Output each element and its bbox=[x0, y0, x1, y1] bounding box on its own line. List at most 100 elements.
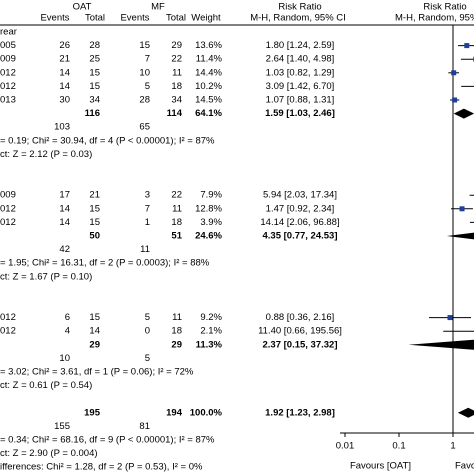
study-name: 005 bbox=[0, 40, 16, 51]
column-header: M-H, Random, 95% CI bbox=[395, 13, 474, 24]
column-header: Total bbox=[166, 13, 186, 24]
diamond bbox=[408, 339, 474, 350]
cell-weight: 3.9% bbox=[200, 217, 222, 228]
study-name: 012 bbox=[0, 217, 16, 228]
cell-t1: 15 bbox=[89, 81, 100, 92]
cell-t2: 22 bbox=[171, 190, 182, 201]
point bbox=[451, 70, 457, 76]
cell-e1: 42 bbox=[59, 244, 70, 255]
cell-ci: 2.37 [0.15, 37.32] bbox=[263, 339, 338, 350]
cell-e1: 10 bbox=[59, 353, 70, 364]
cell-t1: 29 bbox=[89, 339, 100, 350]
cell-e2: 81 bbox=[139, 421, 150, 432]
cell-t1: 195 bbox=[84, 407, 101, 418]
cell-t1: 34 bbox=[89, 95, 100, 106]
cell-ci: 11.40 [0.66, 195.56] bbox=[258, 326, 342, 337]
cell-e1: 17 bbox=[59, 190, 70, 201]
overall-effect: ct: Z = 2.90 (P = 0.004) bbox=[0, 448, 98, 459]
cell-t2: 29 bbox=[171, 339, 182, 350]
cell-e1: 30 bbox=[59, 95, 70, 106]
cell-e2: 15 bbox=[139, 40, 150, 51]
cell-weight: 7.9% bbox=[200, 190, 222, 201]
cell-t2: 22 bbox=[171, 54, 182, 65]
heterogeneity: = 3.02; Chi² = 3.61, df = 1 (P = 0.06); … bbox=[0, 367, 194, 378]
column-header: Total bbox=[85, 13, 105, 24]
group-label: rear bbox=[0, 27, 17, 38]
cell-e2: 5 bbox=[145, 353, 150, 364]
cell-weight: 100.0% bbox=[190, 407, 223, 418]
cell-t1: 15 bbox=[89, 217, 100, 228]
point bbox=[464, 43, 470, 49]
study-name: 012 bbox=[0, 326, 16, 337]
cell-e2: 0 bbox=[145, 326, 150, 337]
cell-e1: 14 bbox=[59, 67, 70, 78]
cell-e2: 65 bbox=[139, 122, 150, 133]
cell-e2: 5 bbox=[145, 81, 150, 92]
rr-header: Risk Ratio bbox=[423, 2, 466, 13]
cell-e2: 7 bbox=[145, 54, 150, 65]
cell-t1: 14 bbox=[89, 326, 100, 337]
cell-weight: 11.4% bbox=[196, 54, 223, 65]
cell-weight: 13.6% bbox=[195, 40, 222, 51]
cell-weight: 10.2% bbox=[195, 81, 222, 92]
cell-weight: 11.3% bbox=[196, 339, 223, 350]
cell-t1: 28 bbox=[89, 40, 100, 51]
favours-left: Favours [OAT] bbox=[350, 461, 411, 472]
cell-ci: 5.94 [2.03, 17.34] bbox=[263, 190, 337, 201]
cell-e1: 14 bbox=[59, 203, 70, 214]
subgroup-differences: ifferences: Chi² = 1.28, df = 2 (P = 0.5… bbox=[0, 462, 203, 473]
study-name: 012 bbox=[0, 81, 16, 92]
study-name: 012 bbox=[0, 312, 16, 323]
cell-ci: 1.47 [0.92, 2.34] bbox=[266, 203, 335, 214]
diamond bbox=[446, 232, 474, 240]
cell-weight: 64.1% bbox=[195, 108, 222, 119]
cell-e1: 26 bbox=[59, 40, 70, 51]
cell-ci: 1.80 [1.24, 2.59] bbox=[266, 40, 335, 51]
cell-ci: 3.09 [1.42, 6.70] bbox=[266, 81, 335, 92]
cell-e1: 14 bbox=[59, 217, 70, 228]
rr-header: Risk Ratio bbox=[278, 2, 321, 13]
cell-ci: 0.88 [0.36, 2.16] bbox=[266, 312, 335, 323]
overall-effect: ct: Z = 1.67 (P = 0.10) bbox=[0, 271, 92, 282]
cell-t2: 51 bbox=[171, 231, 182, 242]
cell-weight: 14.5% bbox=[195, 95, 222, 106]
cell-e1: 103 bbox=[54, 122, 70, 133]
column-header: Events bbox=[40, 13, 69, 24]
cell-t2: 11 bbox=[172, 203, 182, 214]
study-name: 013 bbox=[0, 95, 16, 106]
point bbox=[459, 206, 465, 212]
cell-t2: 194 bbox=[166, 407, 183, 418]
diamond bbox=[457, 407, 474, 418]
study-name: 009 bbox=[0, 54, 16, 65]
column-header: Events bbox=[120, 13, 149, 24]
tick-label: 1 bbox=[450, 441, 455, 452]
cell-t2: 11 bbox=[172, 312, 182, 323]
cell-t1: 50 bbox=[89, 231, 100, 242]
cell-e2: 7 bbox=[145, 203, 150, 214]
overall-effect: ct: Z = 2.12 (P = 0.03) bbox=[0, 149, 92, 160]
heterogeneity: = 0.19; Chi² = 30.94, df = 4 (P < 0.0000… bbox=[0, 135, 215, 146]
study-name: 012 bbox=[0, 203, 16, 214]
cell-e2: 11 bbox=[140, 244, 150, 255]
heterogeneity: = 0.34; Chi² = 68.16, df = 9 (P < 0.0000… bbox=[0, 435, 215, 446]
cell-e2: 10 bbox=[139, 67, 150, 78]
cell-e1: 6 bbox=[65, 312, 70, 323]
cell-weight: 24.6% bbox=[195, 231, 222, 242]
column-header: Weight bbox=[191, 13, 221, 24]
favours-right: Favours bbox=[455, 461, 474, 472]
study-name: 009 bbox=[0, 190, 16, 201]
cell-e1: 4 bbox=[65, 326, 70, 337]
cell-t1: 116 bbox=[85, 108, 100, 119]
cell-ci: 4.35 [0.77, 24.53] bbox=[263, 231, 338, 242]
cell-t2: 114 bbox=[167, 108, 183, 119]
cell-e1: 14 bbox=[59, 81, 70, 92]
cell-weight: 2.1% bbox=[200, 326, 222, 337]
tick-label: 0.1 bbox=[392, 441, 405, 452]
cell-weight: 12.8% bbox=[195, 203, 222, 214]
cell-t1: 15 bbox=[89, 312, 100, 323]
cell-t1: 15 bbox=[89, 203, 100, 214]
diamond bbox=[453, 108, 474, 119]
cell-t1: 15 bbox=[89, 67, 100, 78]
tick-label: 0.01 bbox=[336, 441, 355, 452]
